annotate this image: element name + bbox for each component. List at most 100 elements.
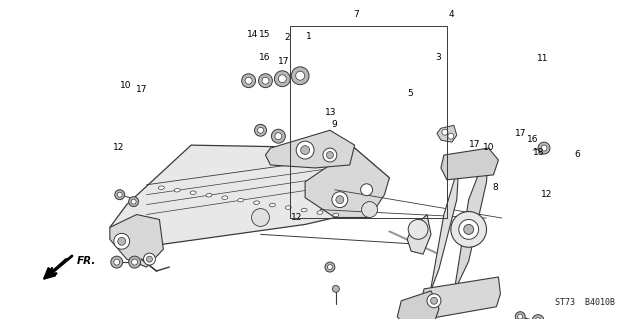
Ellipse shape	[333, 213, 339, 217]
Ellipse shape	[285, 206, 291, 209]
Polygon shape	[447, 148, 489, 299]
Ellipse shape	[269, 203, 275, 207]
Ellipse shape	[159, 186, 164, 189]
Text: ST73  B4010B: ST73 B4010B	[555, 298, 615, 307]
Ellipse shape	[222, 196, 228, 199]
Ellipse shape	[206, 194, 212, 197]
Text: 10: 10	[483, 143, 495, 152]
Text: 12: 12	[541, 190, 553, 199]
Circle shape	[296, 71, 304, 80]
Circle shape	[252, 209, 269, 227]
Text: 5: 5	[407, 89, 413, 98]
Text: 14: 14	[247, 30, 258, 39]
Text: 12: 12	[290, 212, 302, 222]
Circle shape	[278, 75, 286, 83]
Circle shape	[131, 199, 136, 204]
Ellipse shape	[190, 191, 196, 195]
Circle shape	[518, 314, 523, 319]
Circle shape	[132, 259, 138, 265]
Text: 16: 16	[259, 53, 271, 62]
Circle shape	[114, 233, 130, 249]
Text: 3: 3	[436, 53, 441, 62]
Circle shape	[271, 129, 285, 143]
Ellipse shape	[254, 201, 259, 204]
Circle shape	[459, 220, 478, 239]
Circle shape	[257, 127, 264, 133]
Circle shape	[541, 145, 547, 151]
Circle shape	[325, 262, 335, 272]
Polygon shape	[437, 125, 457, 142]
Polygon shape	[397, 291, 439, 320]
Circle shape	[118, 237, 125, 245]
Circle shape	[143, 253, 155, 265]
Polygon shape	[110, 214, 163, 267]
Circle shape	[326, 152, 333, 158]
Circle shape	[361, 184, 373, 196]
Circle shape	[275, 71, 290, 87]
Circle shape	[427, 294, 441, 308]
Circle shape	[532, 315, 544, 320]
Circle shape	[515, 312, 525, 320]
Polygon shape	[110, 145, 389, 247]
Polygon shape	[407, 214, 431, 254]
Circle shape	[111, 256, 123, 268]
Text: 16: 16	[527, 135, 539, 144]
Text: 2: 2	[284, 33, 290, 42]
Circle shape	[147, 256, 152, 262]
Circle shape	[114, 259, 120, 265]
Bar	[290, 26, 447, 218]
Circle shape	[362, 202, 378, 218]
Text: 17: 17	[515, 130, 526, 139]
Circle shape	[332, 192, 348, 208]
Circle shape	[262, 77, 269, 84]
Circle shape	[301, 146, 310, 155]
Text: 17: 17	[469, 140, 481, 148]
Text: 10: 10	[120, 81, 132, 90]
Text: 12: 12	[113, 143, 124, 152]
Circle shape	[451, 212, 487, 247]
Circle shape	[538, 142, 550, 154]
Circle shape	[327, 265, 333, 269]
Text: 9: 9	[331, 120, 337, 129]
Ellipse shape	[238, 198, 243, 202]
Circle shape	[408, 220, 428, 239]
Circle shape	[291, 67, 309, 85]
Ellipse shape	[175, 188, 180, 192]
Text: 17: 17	[136, 85, 147, 94]
Text: 17: 17	[278, 57, 290, 66]
Circle shape	[117, 192, 122, 197]
Polygon shape	[419, 165, 459, 309]
Text: 7: 7	[354, 10, 359, 19]
Polygon shape	[305, 148, 389, 218]
Text: 18: 18	[533, 148, 544, 156]
Circle shape	[275, 133, 282, 140]
Text: 15: 15	[259, 30, 271, 39]
Text: 11: 11	[537, 54, 548, 63]
Text: 13: 13	[326, 108, 337, 117]
Ellipse shape	[301, 208, 307, 212]
Circle shape	[241, 74, 255, 88]
Circle shape	[296, 141, 314, 159]
Text: 4: 4	[448, 10, 454, 19]
Text: 8: 8	[492, 183, 498, 192]
Circle shape	[323, 148, 337, 162]
Circle shape	[255, 124, 266, 136]
Circle shape	[259, 74, 273, 88]
Circle shape	[129, 197, 139, 207]
Circle shape	[129, 256, 141, 268]
Circle shape	[336, 196, 344, 204]
Circle shape	[115, 190, 125, 200]
Circle shape	[464, 224, 474, 234]
Circle shape	[333, 285, 340, 292]
Circle shape	[535, 318, 541, 320]
Circle shape	[448, 133, 454, 139]
Polygon shape	[419, 277, 501, 319]
Circle shape	[245, 77, 252, 84]
Circle shape	[442, 129, 448, 135]
Text: FR.: FR.	[77, 256, 96, 266]
Text: 1: 1	[306, 32, 312, 41]
Circle shape	[431, 297, 438, 304]
Text: 6: 6	[575, 150, 580, 159]
Polygon shape	[441, 148, 498, 180]
Polygon shape	[266, 130, 355, 168]
